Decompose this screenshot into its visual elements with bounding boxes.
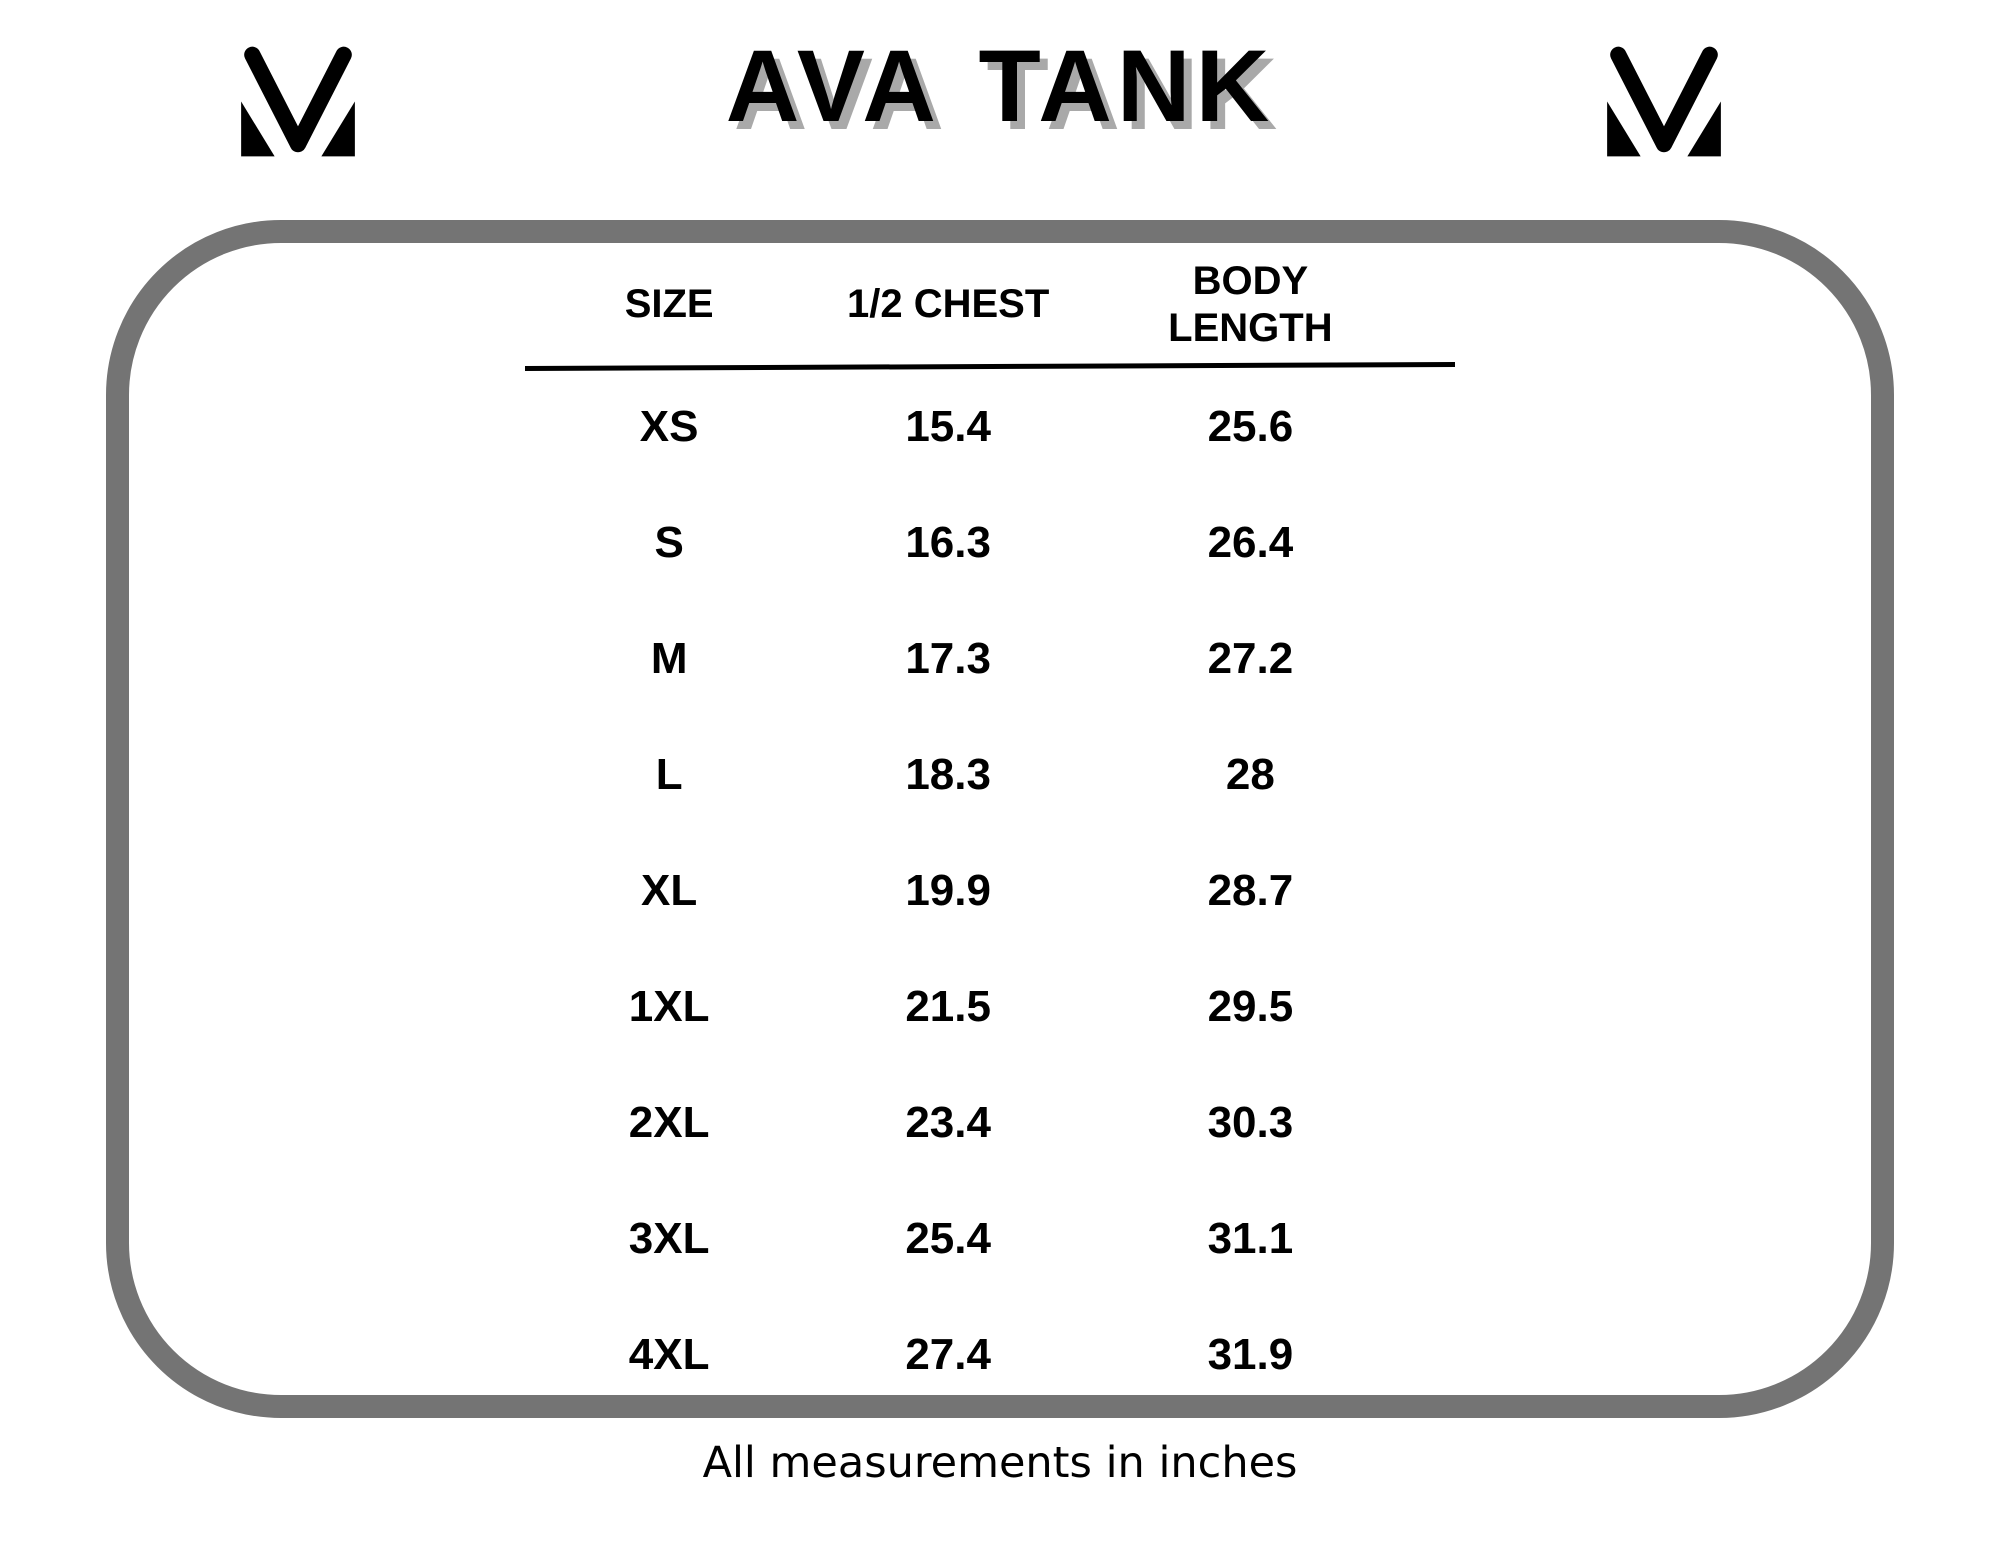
table-row: 1XL 21.5 29.5 <box>525 949 1455 1065</box>
size-cell: 4XL <box>628 1330 710 1379</box>
table-row: 2XL 23.4 30.3 <box>525 1065 1455 1181</box>
length-cell: 29.5 <box>1207 982 1294 1031</box>
table-row: XL 19.9 28.7 <box>525 833 1455 949</box>
page-title: AVA TANK <box>725 29 1275 143</box>
brand-m-icon <box>241 46 355 157</box>
size-cell: S <box>654 518 684 567</box>
chest-cell: 19.9 <box>905 866 991 915</box>
table-row: 3XL 25.4 31.1 <box>525 1181 1455 1297</box>
column-header-size: SIZE <box>624 282 714 327</box>
chest-cell: 18.3 <box>905 750 991 799</box>
column-header-chest: 1/2 CHEST <box>846 282 1050 327</box>
measurements-note: All measurements in inches <box>702 1438 1298 1488</box>
table-header-row: SIZE 1/2 CHEST BODY LENGTH <box>525 246 1455 364</box>
table-row: L 18.3 28 <box>525 717 1455 833</box>
table-row: XS 15.4 25.6 <box>525 369 1455 485</box>
length-cell: 25.6 <box>1207 402 1294 451</box>
brand-logo-left <box>232 40 364 162</box>
size-chart-panel <box>106 220 1894 1418</box>
chest-cell: 15.4 <box>905 402 991 451</box>
table-row: S 16.3 26.4 <box>525 485 1455 601</box>
brand-m-icon <box>1607 46 1721 157</box>
table-row: M 17.3 27.2 <box>525 601 1455 717</box>
size-cell: L <box>655 750 683 799</box>
chest-cell: 23.4 <box>905 1098 991 1147</box>
chest-cell: 21.5 <box>905 982 991 1031</box>
size-cell: M <box>650 634 688 683</box>
length-cell: 28 <box>1225 750 1275 799</box>
chest-cell: 16.3 <box>905 518 991 567</box>
brand-logo-right <box>1598 40 1730 162</box>
size-cell: 1XL <box>628 982 710 1031</box>
length-cell: 31.1 <box>1207 1214 1294 1263</box>
length-cell: 28.7 <box>1207 866 1294 915</box>
length-cell: 26.4 <box>1207 518 1294 567</box>
size-cell: XL <box>641 866 698 915</box>
length-cell: 31.9 <box>1207 1330 1294 1379</box>
size-cell: XS <box>639 402 699 451</box>
table-row: 4XL 27.4 31.9 <box>525 1297 1455 1413</box>
size-cell: 3XL <box>628 1214 710 1263</box>
chest-cell: 17.3 <box>905 634 991 683</box>
length-cell: 27.2 <box>1207 634 1294 683</box>
size-table: SIZE 1/2 CHEST BODY LENGTH XS 15.4 25.6 … <box>524 246 1456 1413</box>
length-cell: 30.3 <box>1207 1098 1294 1147</box>
column-header-body-length: BODY LENGTH <box>1168 258 1333 350</box>
size-cell: 2XL <box>628 1098 710 1147</box>
chest-cell: 25.4 <box>905 1214 991 1263</box>
chest-cell: 27.4 <box>905 1330 991 1379</box>
